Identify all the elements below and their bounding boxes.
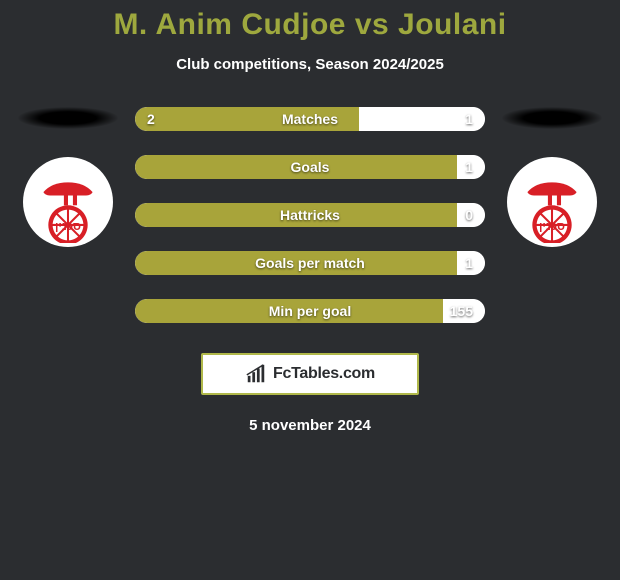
- stat-bar: 1Goals per match: [135, 251, 485, 275]
- stat-value-right: 1: [465, 251, 473, 275]
- stat-value-left: 2: [147, 107, 155, 131]
- club-crest-icon: סכנין: [27, 161, 109, 243]
- stat-value-right: 0: [465, 203, 473, 227]
- brand-box[interactable]: FcTables.com: [201, 353, 419, 395]
- player-left-shadow: [18, 107, 118, 129]
- player-right-club-logo: סכנין: [507, 157, 597, 247]
- page-title: M. Anim Cudjoe vs Joulani: [0, 8, 620, 42]
- player-left-club-logo: סכנין: [23, 157, 113, 247]
- stat-bar-fill-left: [135, 155, 457, 179]
- stat-bar: 155Min per goal: [135, 299, 485, 323]
- date-line: 5 november 2024: [0, 417, 620, 434]
- comparison-row: סכנין 21Matches1Goals0Hattricks1Goals pe…: [0, 107, 620, 323]
- player-left-col: סכנין: [13, 107, 123, 247]
- stat-bar-fill-left: [135, 299, 443, 323]
- svg-text:סכנין: סכנין: [539, 221, 565, 233]
- stat-bar-fill-left: [135, 251, 457, 275]
- stat-bar-fill-left: [135, 203, 457, 227]
- stat-bar-fill-left: [135, 107, 359, 131]
- player-right-col: סכנין: [497, 107, 607, 247]
- stat-value-right: 1: [465, 107, 473, 131]
- player-right-shadow: [502, 107, 602, 129]
- subtitle: Club competitions, Season 2024/2025: [0, 56, 620, 73]
- stats-bars: 21Matches1Goals0Hattricks1Goals per matc…: [135, 107, 485, 323]
- brand-text: FcTables.com: [273, 365, 375, 383]
- stat-bar: 1Goals: [135, 155, 485, 179]
- stat-value-right: 155: [450, 299, 473, 323]
- stat-bar: 0Hattricks: [135, 203, 485, 227]
- stat-bar: 21Matches: [135, 107, 485, 131]
- bar-chart-icon: [245, 363, 267, 385]
- club-crest-icon: סכנין: [511, 161, 593, 243]
- svg-text:סכנין: סכנין: [55, 221, 81, 233]
- stat-value-right: 1: [465, 155, 473, 179]
